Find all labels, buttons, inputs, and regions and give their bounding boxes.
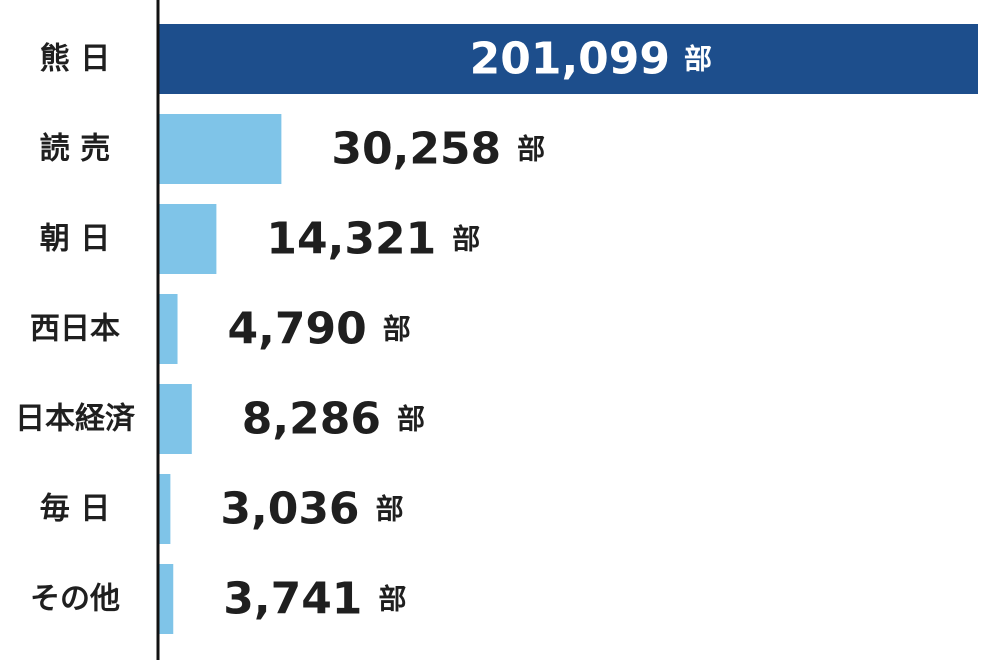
- category-label-4: 日本経済: [15, 402, 136, 437]
- unit-label-1: 部: [517, 133, 545, 166]
- category-label-0: 熊 日: [40, 42, 110, 77]
- unit-label-0: 部: [684, 43, 712, 76]
- value-label-2: 14,321: [266, 214, 436, 265]
- bar-2: [158, 204, 217, 274]
- category-label-1: 読 売: [40, 132, 110, 167]
- bar-4: [158, 384, 192, 454]
- value-label-5: 3,036: [220, 484, 359, 535]
- unit-label-2: 部: [452, 223, 480, 256]
- value-label-4: 8,286: [242, 394, 381, 445]
- category-label-5: 毎 日: [40, 492, 110, 527]
- value-label-1: 30,258: [331, 124, 501, 175]
- value-label-0: 201,099: [470, 34, 670, 85]
- bar-1: [158, 114, 282, 184]
- category-label-2: 朝 日: [40, 222, 110, 257]
- value-label-6: 3,741: [223, 574, 362, 625]
- bar-5: [158, 474, 171, 544]
- category-label-6: その他: [30, 582, 120, 617]
- unit-label-5: 部: [376, 493, 404, 526]
- value-label-3: 4,790: [228, 304, 367, 355]
- unit-label-4: 部: [397, 403, 425, 436]
- bar-0: [158, 24, 978, 94]
- unit-label-3: 部: [383, 313, 411, 346]
- bar-3: [158, 294, 178, 364]
- category-label-3: 西日本: [30, 312, 120, 347]
- bar-6: [158, 564, 174, 634]
- unit-label-6: 部: [378, 583, 406, 616]
